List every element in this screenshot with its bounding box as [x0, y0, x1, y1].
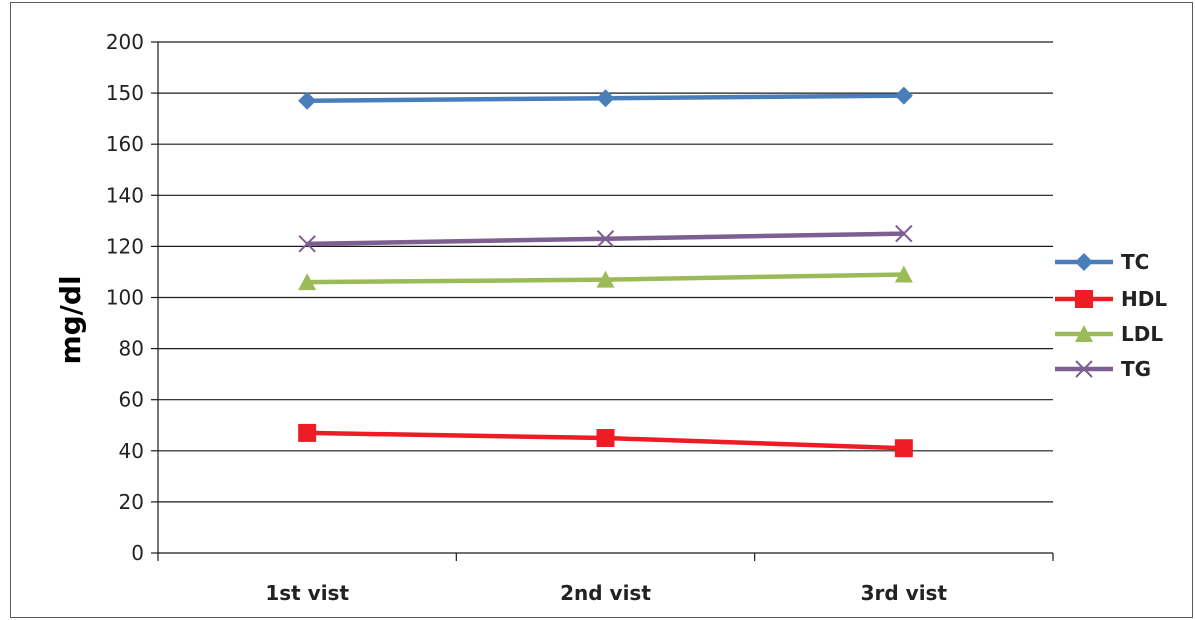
x-tick-label: 3rd vist — [861, 581, 948, 605]
y-tick-label: 140 — [106, 183, 144, 207]
y-tick-label: 40 — [119, 439, 144, 463]
series-group — [298, 86, 913, 458]
data-point-hdl — [596, 429, 615, 448]
legend-label: TC — [1121, 250, 1149, 274]
data-point-hdl — [894, 439, 913, 458]
legend-item-tc: TC — [1055, 250, 1149, 274]
x-tick-label: 1st vist — [265, 581, 349, 605]
x-marker-stroke — [895, 224, 913, 243]
y-tick-labels: 0 20 40 60 80 100 120 140 160 150 200 — [106, 30, 144, 565]
axes — [151, 41, 1054, 561]
x-marker-stroke — [1075, 360, 1093, 378]
legend: TC HDL LDL TG — [1055, 250, 1167, 381]
x-tick-label: 2nd vist — [560, 581, 651, 605]
legend-label: HDL — [1121, 287, 1167, 311]
y-axis-label: mg/dl — [54, 275, 87, 364]
data-point-ldl — [298, 273, 317, 291]
y-tick-label: 150 — [106, 81, 144, 105]
legend-label: LDL — [1121, 322, 1163, 346]
data-point-tg — [596, 230, 615, 248]
y-tick-label: 120 — [106, 234, 144, 258]
x-marker-stroke — [298, 235, 316, 253]
data-point-tc — [298, 91, 317, 110]
legend-label: TG — [1121, 357, 1151, 381]
y-tick-label: 0 — [131, 541, 144, 565]
legend-item-tg: TG — [1055, 357, 1151, 381]
data-point-tc — [894, 86, 913, 105]
y-tick-label: 20 — [119, 490, 144, 514]
legend-item-hdl: HDL — [1055, 287, 1167, 311]
legend-marker — [1075, 325, 1093, 342]
x-marker-stroke — [596, 230, 615, 248]
x-tick-labels: 1st vist 2nd vist 3rd vist — [265, 581, 947, 605]
data-point-hdl — [298, 423, 317, 442]
legend-marker — [1075, 253, 1093, 271]
y-tick-label: 200 — [106, 30, 144, 54]
y-tick-label: 160 — [106, 132, 144, 156]
data-point-ldl — [596, 270, 615, 288]
data-point-ldl — [894, 265, 913, 283]
legend-item-ldl: LDL — [1055, 322, 1163, 346]
legend-marker — [1075, 360, 1093, 378]
chart-frame — [10, 2, 1193, 618]
y-tick-label: 60 — [119, 388, 144, 412]
data-point-tg — [895, 224, 913, 243]
legend-marker — [1075, 290, 1093, 308]
y-tick-label: 100 — [106, 286, 144, 310]
data-point-tc — [596, 89, 615, 108]
y-tick-label: 80 — [119, 337, 144, 361]
data-point-tg — [298, 235, 316, 253]
